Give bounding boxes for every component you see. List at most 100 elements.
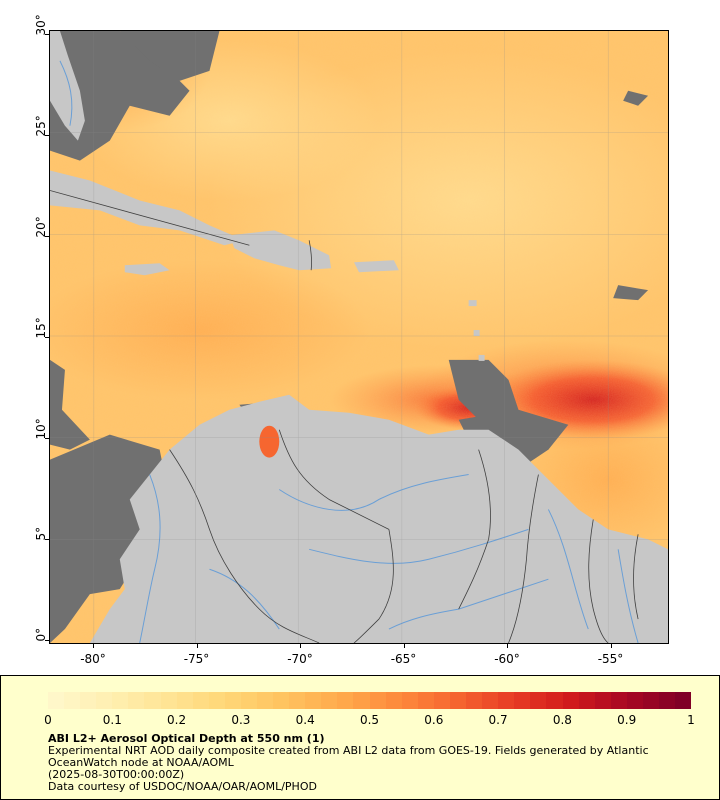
colorbar-swatch [369,692,386,709]
longitude-tick-label: -55° [597,652,624,666]
colorbar-tick-label: 0.9 [617,713,637,727]
graticule [50,31,668,643]
colorbar-swatch [273,692,290,709]
colorbar-swatch [128,692,145,709]
colorbar-swatch [530,692,547,709]
colorbar-swatch [192,692,209,709]
colorbar-swatch [305,692,322,709]
land-mass [124,263,170,276]
land-mass [50,31,85,141]
colorbar [48,692,692,709]
colorbar-swatch [514,692,531,709]
longitude-tick [196,644,198,648]
no-data-area [448,359,519,425]
latitude-tick [45,34,49,35]
no-data-area [613,285,649,301]
land-mass [229,230,332,271]
latitude-tick [45,640,49,641]
country-border [353,529,394,643]
latitude-tick [45,337,49,338]
country-border [308,240,312,271]
legend-timestamp: (2025-08-30T00:00:00Z) [48,768,185,781]
colorbar-swatch [417,692,434,709]
no-data-area [50,434,170,643]
colorbar-swatch [658,692,676,709]
colorbar-swatch [433,692,450,709]
colorbar-swatch [80,692,97,709]
colorbar-swatch [610,692,627,709]
colorbar-tick-label: 0 [44,713,52,727]
colorbar-swatch [353,692,370,709]
colorbar-swatch [257,692,274,709]
colorbar-swatch [289,692,306,709]
river [139,474,161,643]
colorbar-swatch [562,692,579,709]
legend-credit: Data courtesy of USDOC/NOAA/OAR/AOML/PHO… [48,780,317,793]
colorbar-tick-label: 0.2 [167,713,187,727]
land-mass [473,330,480,337]
legend-panel: 0 0.1 0.2 0.3 0.4 0.5 0.6 0.7 0.8 0.9 1 ABI L2+ Ae… [0,675,720,800]
land-mass [468,300,477,307]
aod-map[interactable] [49,30,669,644]
longitude-tick [403,644,405,648]
latitude-tick [45,438,49,439]
legend-description: Experimental NRT AOD daily composite cre… [48,744,649,769]
colorbar-swatch [482,692,499,709]
colorbar-swatch [112,692,129,709]
land-mass [50,170,245,246]
colorbar-swatch [96,692,113,709]
colorbar-tick-label: 0.7 [488,713,508,727]
colorbar-swatch [240,692,258,709]
colorbar-tick-label: 0.6 [424,713,444,727]
colorbar-swatch [385,692,402,709]
longitude-tick [93,644,94,648]
no-data-regions [50,31,649,643]
longitude-tick-label: -60° [494,652,520,666]
colorbar-tick-label: 0.4 [295,713,315,727]
colorbar-swatch [626,692,643,709]
colorbar-swatch [144,692,161,709]
country-border [169,449,320,643]
latitude-tick [45,135,49,136]
colorbar-tick-label: 0.3 [231,713,251,727]
longitude-tick-label: -70° [287,652,313,666]
latitude-tick [45,236,49,237]
longitude-tick-label: -75° [183,652,210,666]
colorbar-swatch [160,692,177,709]
country-border [50,190,250,246]
longitude-tick [507,644,508,648]
colorbar-swatch [466,692,483,709]
legend-title: ABI L2+ Aerosol Optical Depth at 550 nm … [48,732,325,745]
colorbar-swatch [546,692,563,709]
longitude-tick [610,644,612,648]
land-mass [478,354,485,361]
colorbar-swatch [337,692,354,709]
colorbar-swatch [48,692,65,709]
colorbar-tick-label: 1 [687,713,695,727]
colorbar-swatch [224,692,241,709]
river [59,60,73,126]
colorbar-swatch [64,692,81,709]
colorbar-tick-label: 0.8 [552,713,572,727]
map-canvas [50,31,668,643]
colorbar-swatch [321,692,338,709]
country-border [278,429,390,530]
no-data-area [119,31,220,81]
latitude-tick [45,539,49,540]
colorbar-tick-label: 0.1 [102,713,122,727]
colorbar-tick-label: 0.5 [359,713,380,727]
river [547,509,589,630]
colorbar-swatch [498,692,515,709]
country-border [508,474,539,643]
colorbar-swatch [642,692,659,709]
longitude-tick-label: -65° [390,652,417,666]
longitude-tick [300,644,301,648]
longitude-tick-label: -80° [80,652,106,666]
colorbar-swatch [675,692,692,709]
no-data-area [623,90,649,106]
rivers [59,60,639,643]
colorbar-swatch [401,692,418,709]
river [278,474,469,511]
river [309,528,529,564]
land-mass [354,260,399,273]
